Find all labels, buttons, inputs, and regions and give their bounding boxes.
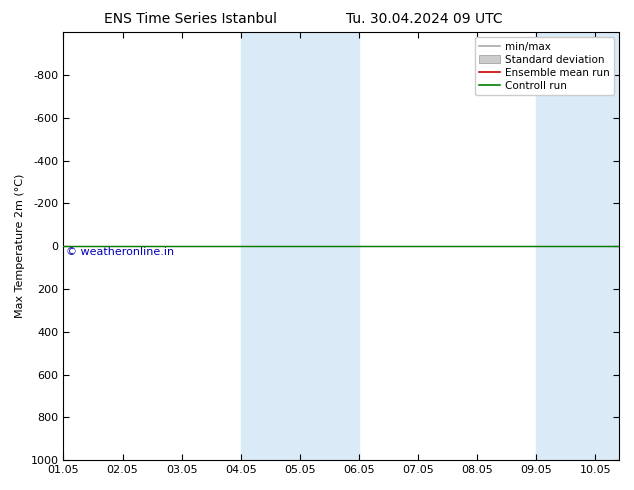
Bar	[536, 32, 625, 460]
Bar	[241, 32, 359, 460]
Y-axis label: Max Temperature 2m (°C): Max Temperature 2m (°C)	[15, 174, 25, 318]
Text: © weatheronline.in: © weatheronline.in	[66, 247, 174, 257]
Text: ENS Time Series Istanbul: ENS Time Series Istanbul	[104, 12, 276, 26]
Legend: min/max, Standard deviation, Ensemble mean run, Controll run: min/max, Standard deviation, Ensemble me…	[475, 37, 614, 95]
Text: Tu. 30.04.2024 09 UTC: Tu. 30.04.2024 09 UTC	[346, 12, 503, 26]
